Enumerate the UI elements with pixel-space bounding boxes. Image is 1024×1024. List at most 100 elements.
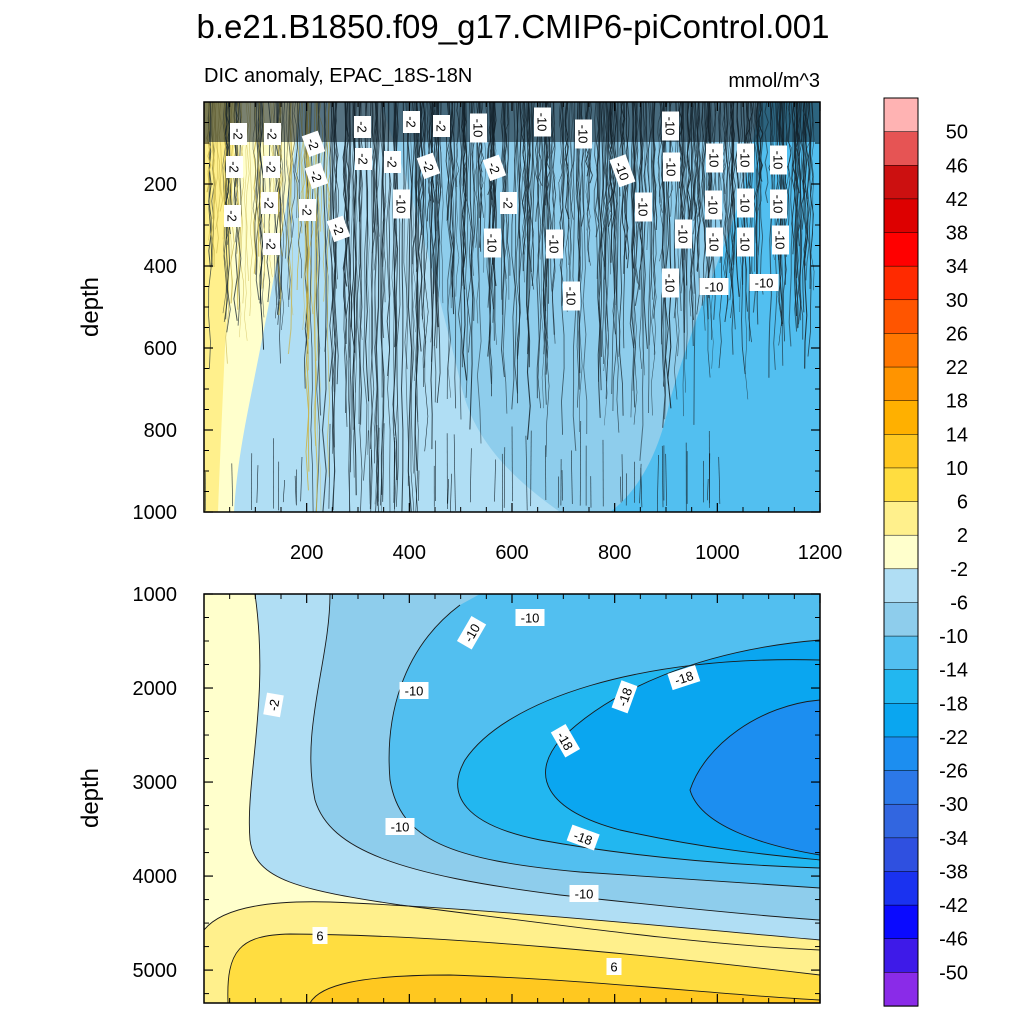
contour-line-segment (380, 102, 384, 512)
contour-label-bg (663, 152, 680, 182)
contour-line-segment (333, 102, 338, 448)
y-tick-label: 800 (144, 420, 177, 442)
contour-label-text: -10 (676, 225, 691, 244)
contour-label: -10 (563, 281, 580, 311)
contour-line-segment (403, 102, 409, 370)
contour-line-segment (526, 102, 531, 440)
contour-line-segment (803, 102, 809, 369)
contour-line-segment (418, 102, 423, 352)
contour-line-segment (393, 437, 395, 503)
contour-label-bg (482, 154, 507, 182)
y-tick-label: 600 (144, 338, 177, 360)
contour-label-text: -10 (707, 149, 722, 168)
contour-line-segment (615, 102, 620, 433)
contour-label-text: -2 (225, 210, 240, 222)
colorbar-label: 10 (946, 458, 968, 480)
colorbar-label: -2 (950, 559, 968, 581)
colorbar-label: 30 (946, 290, 968, 312)
contour-line-segment (407, 102, 413, 512)
colorbar-label: -18 (939, 693, 968, 715)
panel-left-string: DIC anomaly, EPAC_18S-18N (204, 65, 472, 87)
colorbar-box (883, 635, 919, 671)
contour-line-segment (640, 468, 643, 508)
lower-ylabel: depth (77, 768, 104, 828)
contour-line-segment (560, 102, 566, 435)
colorbar-box (883, 97, 919, 133)
contour-label: -2 (264, 123, 281, 145)
y-tick-label: 5000 (133, 960, 178, 982)
contour-label-bg (301, 130, 326, 158)
contour-line-segment (231, 463, 233, 507)
contour-label-bg (662, 111, 679, 141)
contour-line-segment (393, 102, 399, 347)
contour-label: -2 (230, 123, 247, 145)
y-tick-label: 3000 (133, 772, 178, 794)
contour-label: -10 (575, 119, 592, 149)
colorbar-box (883, 837, 919, 873)
contour-label: -10 (456, 615, 487, 650)
colorbar-box (883, 602, 919, 637)
colorbar-label: 2 (957, 525, 968, 547)
colorbar-label: 46 (946, 155, 968, 177)
contour-label-text: -2 (307, 168, 325, 184)
contour-label-text: -10 (663, 117, 678, 136)
contour-label-text: -10 (394, 195, 409, 214)
lower-axes: 1000 2000 3000 4000 5000 (133, 584, 821, 1003)
colorbar-label: 50 (946, 122, 968, 144)
x-tick-label: 1000 (695, 542, 740, 564)
contour-label-bg (299, 199, 316, 221)
colorbar-box (883, 366, 919, 402)
contour-line-segment (537, 102, 542, 409)
x-tick-label: 400 (393, 542, 426, 564)
units-label: mmol/m^3 (728, 70, 820, 92)
contour-label-bg (304, 162, 329, 190)
contour-line-segment (541, 102, 546, 409)
contour-line-segment (579, 420, 582, 506)
contour-label: -2 (299, 199, 316, 221)
contour-label-bg (563, 281, 580, 311)
contour-label: -18 (667, 664, 701, 691)
contour-line-segment (393, 102, 399, 348)
contour-label-bg (770, 189, 787, 219)
contour-line-segment (321, 102, 327, 512)
contour-label-text: -10 (612, 160, 633, 183)
contour-label-text: 6 (610, 960, 617, 975)
contour-label: -10 (399, 682, 429, 699)
contour-line-segment (681, 102, 686, 417)
contour-line-segment (788, 102, 794, 347)
contour-label: -10 (385, 818, 415, 835)
contour-label: -10 (772, 225, 789, 255)
figure-title: b.e21.B1850.f09_g17.CMIP6-piControl.001 (197, 8, 830, 45)
contour-line-segment (652, 102, 656, 355)
contour-label-text: -10 (521, 611, 540, 626)
colorbar-label: -6 (950, 592, 968, 614)
contour-line-segment (643, 102, 648, 349)
contour-line-segment (469, 448, 472, 503)
contour-line-segment (582, 102, 588, 435)
contour-label-text: -10 (547, 235, 562, 254)
colorbar-box (883, 972, 919, 1007)
contour-label-text: -10 (576, 125, 591, 144)
contour-label: -2 (226, 156, 243, 178)
contour-label-text: -2 (355, 121, 370, 133)
contour-label-text: -10 (485, 234, 500, 253)
contour-label-text: -10 (771, 151, 786, 170)
contour-line-segment (577, 102, 583, 390)
contour-label-text: -10 (535, 113, 550, 132)
colorbar-label: -46 (939, 929, 968, 951)
colorbar-label: -30 (939, 794, 968, 816)
contour-label: -10 (609, 154, 636, 188)
contour-line-segment (492, 102, 497, 345)
contour-label-bg (393, 189, 410, 219)
contour-line-segment (300, 457, 303, 502)
contour-label-bg (675, 219, 692, 249)
contour-line-segment (326, 102, 331, 478)
contour-line-segment (621, 454, 623, 502)
colorbar-label: -38 (939, 862, 968, 884)
contour-label-bg (611, 680, 638, 714)
contour-label: -2 (403, 111, 420, 133)
contour-line-segment (526, 102, 531, 368)
contour-line-segment (328, 423, 331, 509)
contour-label-text: -18 (673, 668, 696, 688)
contour-line-segment (369, 449, 372, 510)
